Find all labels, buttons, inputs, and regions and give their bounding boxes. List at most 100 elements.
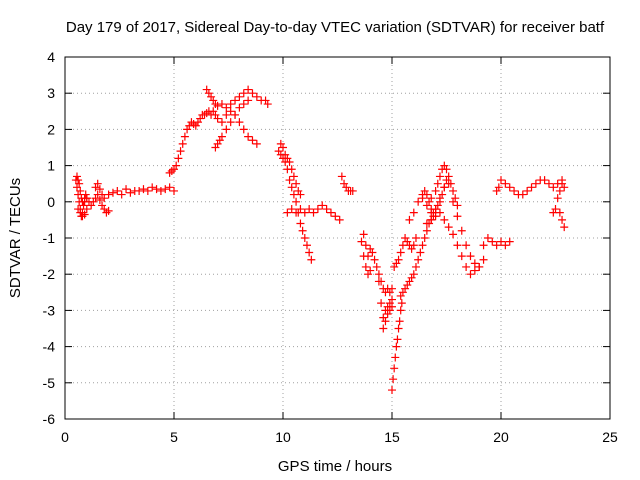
data-point (335, 215, 344, 224)
data-point (553, 194, 562, 203)
data-point (307, 255, 316, 264)
data-point (165, 168, 174, 177)
data-point (176, 147, 185, 156)
data-point (383, 310, 392, 319)
data-point (248, 89, 257, 98)
data-point (398, 288, 407, 297)
data-point (449, 230, 458, 239)
data-point (191, 121, 200, 130)
data-point (374, 277, 383, 286)
data-point (104, 206, 113, 215)
data-point (263, 100, 272, 109)
data-point (416, 248, 425, 257)
series-seg19 (388, 299, 406, 395)
data-point (204, 89, 213, 98)
data-point (388, 295, 396, 304)
data-point (405, 215, 414, 224)
chart-title: Day 179 of 2017, Sidereal Day-to-day VTE… (66, 19, 605, 36)
data-point (326, 208, 335, 217)
data-point (396, 248, 405, 257)
data-point (449, 186, 458, 195)
data-point (555, 186, 564, 195)
data-point (389, 375, 398, 384)
data-point (431, 212, 440, 221)
data-point (296, 190, 305, 199)
series-seg24 (427, 161, 462, 210)
data-point (82, 194, 91, 203)
data-point (170, 186, 178, 195)
data-point (544, 179, 553, 188)
data-point (510, 186, 519, 195)
data-point (366, 244, 375, 253)
data-point (501, 179, 510, 188)
data-point (80, 210, 89, 219)
data-point (377, 299, 386, 308)
data-point (239, 89, 248, 98)
data-point (217, 100, 226, 109)
data-point (122, 185, 131, 194)
y-tick-label: -6 (43, 411, 56, 427)
data-point (305, 248, 314, 257)
data-point (300, 208, 309, 217)
data-point (442, 176, 451, 185)
data-point (527, 183, 536, 192)
data-point (411, 234, 420, 242)
data-point (379, 313, 388, 322)
data-point (231, 96, 240, 105)
data-point (494, 183, 503, 192)
data-point (479, 241, 488, 250)
data-point (207, 92, 216, 101)
data-point (217, 132, 226, 141)
data-point (418, 194, 427, 203)
data-point (231, 110, 240, 119)
data-point (156, 186, 165, 195)
data-point (143, 186, 152, 195)
data-point (411, 262, 420, 271)
data-point (396, 291, 405, 300)
data-point (261, 96, 270, 105)
series-seg18 (379, 302, 396, 333)
data-point (483, 234, 492, 242)
data-point (78, 212, 87, 221)
x-tick-label: 15 (384, 429, 400, 445)
series-seg12 (276, 139, 305, 199)
data-point (523, 186, 532, 195)
data-point (422, 201, 431, 210)
data-point (252, 139, 261, 148)
y-tick-label: -2 (43, 266, 56, 282)
data-point (313, 205, 322, 214)
data-point (558, 179, 567, 188)
data-point (244, 132, 253, 141)
data-point (435, 208, 444, 217)
y-axis-label: SDTVAR / TECUs (7, 178, 24, 298)
data-point (172, 161, 181, 170)
data-point (394, 324, 403, 333)
data-point (361, 262, 370, 271)
data-point (193, 118, 202, 127)
data-point (287, 205, 296, 214)
data-point (95, 195, 104, 204)
data-point (440, 161, 449, 170)
data-point (492, 186, 501, 195)
data-point (440, 215, 449, 224)
data-point (385, 306, 394, 315)
data-point (79, 201, 88, 210)
data-point (91, 194, 100, 203)
data-point (285, 157, 294, 166)
data-point (226, 100, 235, 109)
data-point (235, 92, 244, 101)
data-point (75, 179, 84, 188)
data-point (281, 150, 290, 159)
data-point (388, 284, 396, 293)
series-seg15 (359, 230, 396, 297)
series-seg26 (479, 234, 514, 250)
data-point (302, 241, 311, 250)
series-seg14 (337, 172, 357, 195)
y-tick-label: 2 (47, 121, 55, 137)
data-point (244, 85, 253, 94)
data-point (396, 306, 405, 315)
data-point (470, 259, 479, 268)
data-point (152, 185, 161, 194)
data-point (420, 234, 429, 242)
